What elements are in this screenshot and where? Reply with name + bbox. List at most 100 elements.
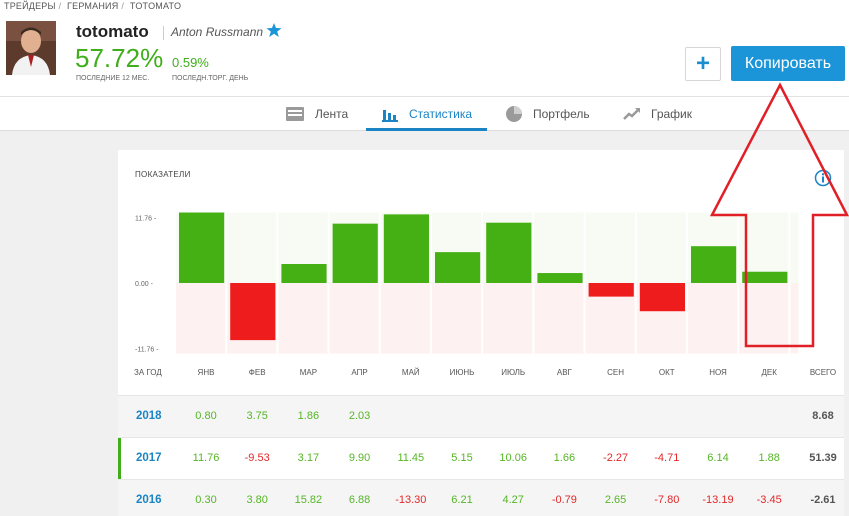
month-value: 11.76 bbox=[192, 452, 220, 464]
full-name: Anton Russmann bbox=[171, 25, 264, 39]
month-value: 3.80 bbox=[246, 494, 268, 506]
month-value: 3.75 bbox=[246, 410, 268, 422]
year-row-2016[interactable]: 2016 0.30 3.80 15.82 6.88 -13.30 6.21 4.27 -0.79… bbox=[118, 479, 844, 516]
add-to-watchlist-button[interactable]: + bbox=[685, 47, 721, 81]
bar-сен[interactable] bbox=[588, 283, 634, 297]
month-header: ИЮНЬ bbox=[449, 368, 475, 377]
month-value: 6.88 bbox=[348, 494, 371, 506]
tab-portfolio-label: Портфель bbox=[533, 107, 590, 121]
month-value: -9.53 bbox=[244, 452, 270, 464]
month-value: -0.79 bbox=[551, 494, 577, 506]
tab-bar: Лента Статистика Портфель График bbox=[0, 96, 849, 131]
month-value: 6.14 bbox=[707, 452, 729, 464]
year-label[interactable]: 2017 bbox=[136, 452, 162, 464]
negative-zone bbox=[176, 283, 799, 354]
tab-chart-label: График bbox=[651, 107, 692, 121]
bar-окт[interactable] bbox=[639, 283, 685, 312]
month-value: 15.82 bbox=[294, 494, 323, 506]
gain-12-months: 57.72% bbox=[75, 43, 164, 73]
month-value: 2.65 bbox=[604, 494, 627, 506]
year-label[interactable]: 2018 bbox=[136, 410, 162, 422]
copy-button[interactable]: Копировать bbox=[731, 46, 845, 81]
month-value: 5.15 bbox=[451, 452, 473, 464]
month-value: 0.30 bbox=[195, 494, 217, 506]
month-value: 9.90 bbox=[348, 452, 371, 464]
month-header: ЯНВ bbox=[197, 368, 215, 377]
portfolio-icon bbox=[505, 105, 523, 123]
tab-stats-label: Статистика bbox=[409, 107, 473, 121]
stats-icon bbox=[381, 106, 399, 122]
month-value: 11.45 bbox=[397, 452, 425, 464]
y-tick-label: -11.76 - bbox=[135, 347, 159, 354]
y-tick-label: 0.00 - bbox=[135, 281, 154, 288]
month-header: МАЙ bbox=[401, 368, 420, 377]
month-value: -13.19 bbox=[702, 494, 734, 506]
bar-май[interactable] bbox=[383, 214, 429, 283]
month-header: ДЕК bbox=[761, 368, 777, 377]
breadcrumb-separator: / bbox=[58, 1, 62, 11]
tab-portfolio[interactable]: Портфель bbox=[505, 97, 590, 131]
month-header: АПР bbox=[351, 368, 368, 377]
feed-icon bbox=[285, 106, 305, 122]
year-total: 8.68 bbox=[812, 410, 834, 422]
month-value: 6.21 bbox=[451, 494, 473, 506]
monthly-returns-chart: 11.76 - 0.00 - -11.76 - bbox=[135, 212, 799, 354]
panel-title: ПОКАЗАТЕЛИ bbox=[135, 170, 191, 179]
year-total: -2.61 bbox=[810, 494, 836, 506]
month-value: 2.03 bbox=[348, 410, 371, 422]
bar-апр[interactable] bbox=[332, 223, 378, 283]
tab-feed-label: Лента bbox=[315, 107, 349, 121]
bar-мар[interactable] bbox=[281, 263, 327, 283]
month-header: АВГ bbox=[556, 368, 572, 377]
month-header: СЕН bbox=[607, 368, 625, 377]
breadcrumb: ТРЕЙДЕРЫ / ГЕРМАНИЯ / TOTOMATO bbox=[4, 1, 184, 11]
gain-last-day: 0.59% bbox=[172, 55, 209, 70]
name-divider bbox=[163, 26, 164, 40]
stats-panel: ПОКАЗАТЕЛИ 11.76 - 0.00 - -11.76 - ЗА ГОД … bbox=[118, 150, 844, 516]
bar-фев[interactable] bbox=[230, 283, 276, 341]
year-header: ЗА ГОД bbox=[134, 368, 162, 377]
bar-июль[interactable] bbox=[486, 222, 532, 283]
year-row-2017[interactable]: 2017 11.76 -9.53 3.17 9.90 11.45 5.15 10.06 1.66… bbox=[118, 437, 844, 480]
bar-янв[interactable] bbox=[179, 212, 225, 284]
bar-авг[interactable] bbox=[537, 273, 583, 283]
breadcrumb-country[interactable]: ГЕРМАНИЯ bbox=[67, 1, 119, 11]
bar-ноя[interactable] bbox=[691, 246, 737, 283]
month-value: -3.45 bbox=[756, 494, 782, 506]
month-value: -7.80 bbox=[654, 494, 680, 506]
breadcrumb-current: TOTOMATO bbox=[129, 1, 182, 11]
month-value: 1.88 bbox=[758, 452, 780, 464]
bar-июнь[interactable] bbox=[435, 252, 481, 283]
year-label[interactable]: 2016 bbox=[136, 494, 162, 506]
year-total: 51.39 bbox=[809, 452, 837, 464]
chart-icon bbox=[623, 107, 641, 121]
month-header: ФЕВ bbox=[248, 368, 266, 377]
month-header: ОКТ bbox=[658, 368, 675, 377]
y-tick-label: 11.76 - bbox=[135, 216, 157, 223]
breadcrumb-separator: / bbox=[121, 1, 125, 11]
active-tab-indicator bbox=[366, 128, 487, 131]
selected-row-indicator bbox=[118, 438, 121, 480]
year-row-2018[interactable]: 2018 0.80 3.75 1.86 2.03 8.68 bbox=[118, 395, 844, 437]
month-value: 1.86 bbox=[297, 410, 320, 422]
month-header-row: ЗА ГОД ЯНВ ФЕВ МАР АПР МАЙ ИЮНЬ ИЮЛЬ АВГ СЕН ОКТ Н… bbox=[118, 368, 844, 382]
tab-stats[interactable]: Статистика bbox=[381, 97, 472, 131]
month-header: ИЮЛЬ bbox=[501, 368, 526, 377]
header: ТРЕЙДЕРЫ / ГЕРМАНИЯ / TOTOMATO totomato An… bbox=[0, 0, 849, 96]
username: totomato bbox=[76, 22, 149, 41]
tab-chart[interactable]: График bbox=[623, 97, 692, 131]
avatar[interactable] bbox=[6, 21, 56, 75]
breadcrumb-traders[interactable]: ТРЕЙДЕРЫ bbox=[4, 1, 56, 11]
star-icon bbox=[266, 23, 282, 37]
gain-12-months-label: ПОСЛЕДНИЕ 12 МЕС. bbox=[76, 75, 150, 82]
bar-дек[interactable] bbox=[742, 271, 788, 283]
month-header: НОЯ bbox=[709, 368, 727, 377]
tab-feed[interactable]: Лента bbox=[285, 97, 348, 131]
month-value: -13.30 bbox=[395, 494, 427, 506]
month-value: 3.17 bbox=[297, 452, 320, 464]
month-value: -2.27 bbox=[603, 452, 629, 464]
month-value: -4.71 bbox=[654, 452, 680, 464]
total-header: ВСЕГО bbox=[809, 368, 837, 377]
month-value: 1.66 bbox=[553, 452, 576, 464]
